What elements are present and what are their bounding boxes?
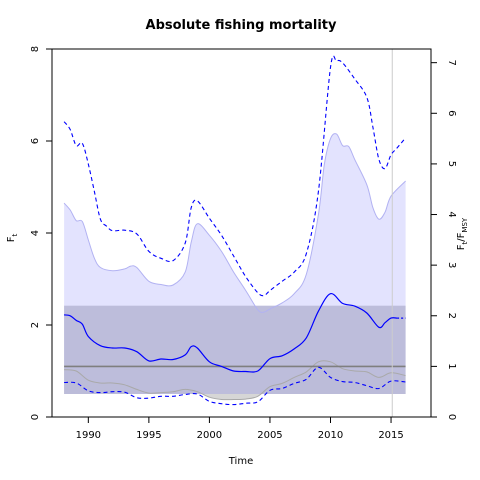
- y-tick-label-right: 5: [446, 161, 457, 167]
- y-tick-label-right: 0: [446, 414, 457, 420]
- y-tick-label-left: 4: [30, 230, 41, 236]
- x-tick-label: 2005: [257, 430, 282, 441]
- y-tick-label-left: 8: [30, 46, 41, 52]
- y-tick-label-left: 2: [30, 322, 41, 328]
- x-tick-label: 2000: [197, 430, 222, 441]
- ci-band-lower-border: [64, 360, 406, 401]
- x-tick-label: 2010: [318, 430, 343, 441]
- y-tick-label-right: 4: [446, 211, 457, 217]
- x-axis-label: Time: [228, 456, 253, 467]
- y-tick-label-right: 7: [446, 59, 457, 65]
- y-label-right-sep: /F: [456, 232, 467, 241]
- axes-layer: 1990 1995 2000 2005 2010 2015 0 2 4 6 8 0 1 2 3 4 5 6 7: [30, 46, 457, 441]
- x-tick-label: 2015: [378, 430, 403, 441]
- svg-text:Ft/FMSY: Ft/FMSY: [456, 217, 469, 250]
- y-tick-label-left: 0: [30, 414, 41, 420]
- plot-layer: [63, 49, 407, 417]
- y-label-right-main: F: [456, 244, 467, 250]
- y-tick-label-left: 6: [30, 138, 41, 144]
- chart-title: Absolute fishing mortality: [146, 18, 337, 33]
- y-tick-label-right: 2: [446, 313, 457, 319]
- y-label-right-sub2: MSY: [461, 217, 469, 232]
- y-tick-label-right: 1: [446, 363, 457, 369]
- median-line: [64, 293, 398, 373]
- y-label-left-main: F: [6, 236, 17, 242]
- y-tick-label-right: 3: [446, 262, 457, 268]
- y-axis-label-left: Ft: [6, 233, 19, 242]
- ci-lower-line: [64, 366, 406, 406]
- x-tick-label: 1995: [136, 430, 161, 441]
- ci-band-upper-border: [63, 133, 406, 313]
- ci-upper-line: [63, 55, 407, 297]
- svg-text:Ft: Ft: [6, 233, 19, 242]
- x-tick-label: 1990: [76, 430, 101, 441]
- y-label-right-sub1: t: [461, 241, 469, 244]
- msy-band: [64, 305, 406, 394]
- y-axis-label-right: Ft/FMSY: [456, 217, 469, 250]
- y-tick-label-right: 6: [446, 110, 457, 116]
- y-label-left-sub: t: [11, 233, 19, 236]
